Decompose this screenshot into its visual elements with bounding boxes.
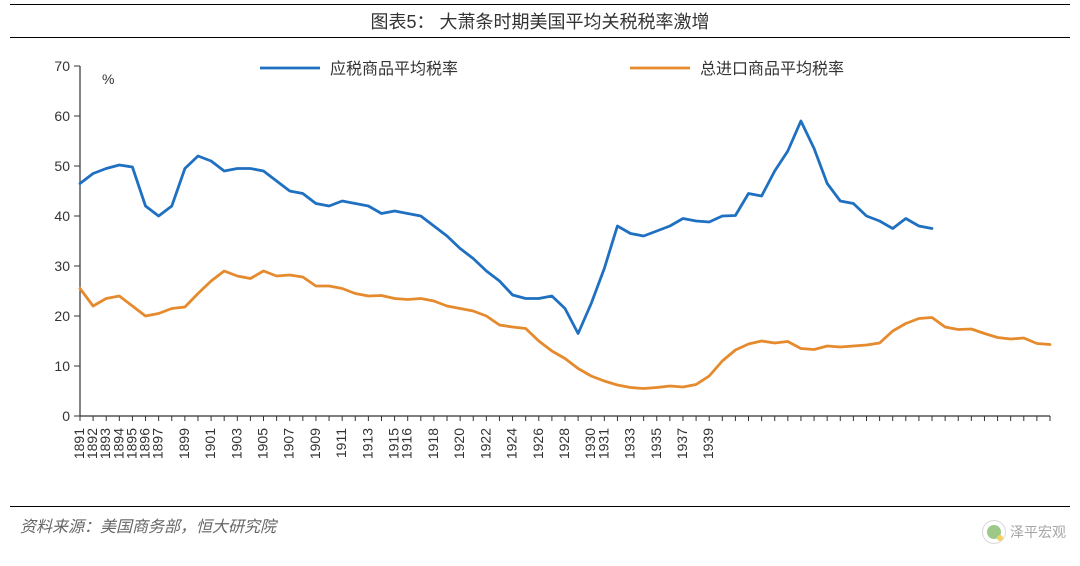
svg-text:1901: 1901	[202, 428, 218, 459]
svg-text:1913: 1913	[359, 428, 375, 459]
svg-text:1911: 1911	[333, 428, 349, 458]
svg-text:%: %	[102, 71, 114, 87]
svg-text:1922: 1922	[477, 428, 493, 459]
svg-text:1928: 1928	[556, 428, 572, 459]
svg-text:1909: 1909	[307, 428, 323, 459]
svg-text:1931: 1931	[595, 428, 611, 459]
svg-text:1920: 1920	[451, 428, 467, 459]
svg-text:1907: 1907	[281, 428, 297, 459]
watermark-text: 泽平宏观	[1010, 522, 1066, 542]
chart-frame: 图表5： 大萧条时期美国平均关税税率激增 0 10 20 30 40 50 60 70% 189…	[0, 0, 1080, 566]
line-chart-svg: 010203040506070%189118921893189418951896…	[10, 46, 1070, 506]
svg-text:60: 60	[54, 108, 70, 124]
svg-text:1924: 1924	[504, 428, 520, 459]
svg-text:1933: 1933	[622, 428, 638, 459]
svg-text:总进口商品平均税率: 总进口商品平均税率	[700, 60, 844, 78]
svg-text:1897: 1897	[150, 428, 166, 459]
svg-text:1899: 1899	[176, 428, 192, 459]
wechat-icon	[982, 520, 1006, 544]
svg-text:1918: 1918	[425, 428, 441, 459]
svg-text:1935: 1935	[648, 428, 664, 459]
svg-text:1905: 1905	[255, 428, 271, 459]
svg-text:40: 40	[54, 208, 70, 224]
chart-title: 图表5： 大萧条时期美国平均关税税率激增	[10, 4, 1070, 38]
chart-area: 010203040506070%189118921893189418951896…	[10, 46, 1070, 506]
source-text: 资料来源：美国商务部，恒大研究院	[10, 506, 1070, 543]
svg-text:1903: 1903	[228, 428, 244, 459]
svg-text:应税商品平均税率: 应税商品平均税率	[330, 59, 458, 78]
svg-text:1939: 1939	[700, 428, 716, 459]
svg-text:1937: 1937	[674, 428, 690, 459]
svg-text:50: 50	[54, 158, 70, 174]
svg-text:1926: 1926	[530, 428, 546, 459]
svg-text:10: 10	[54, 358, 70, 374]
svg-text:1916: 1916	[399, 428, 415, 459]
svg-text:70: 70	[54, 58, 70, 74]
watermark: 泽平宏观	[982, 520, 1066, 544]
svg-text:30: 30	[54, 258, 70, 274]
svg-text:20: 20	[54, 308, 70, 324]
svg-text:0: 0	[62, 408, 70, 424]
